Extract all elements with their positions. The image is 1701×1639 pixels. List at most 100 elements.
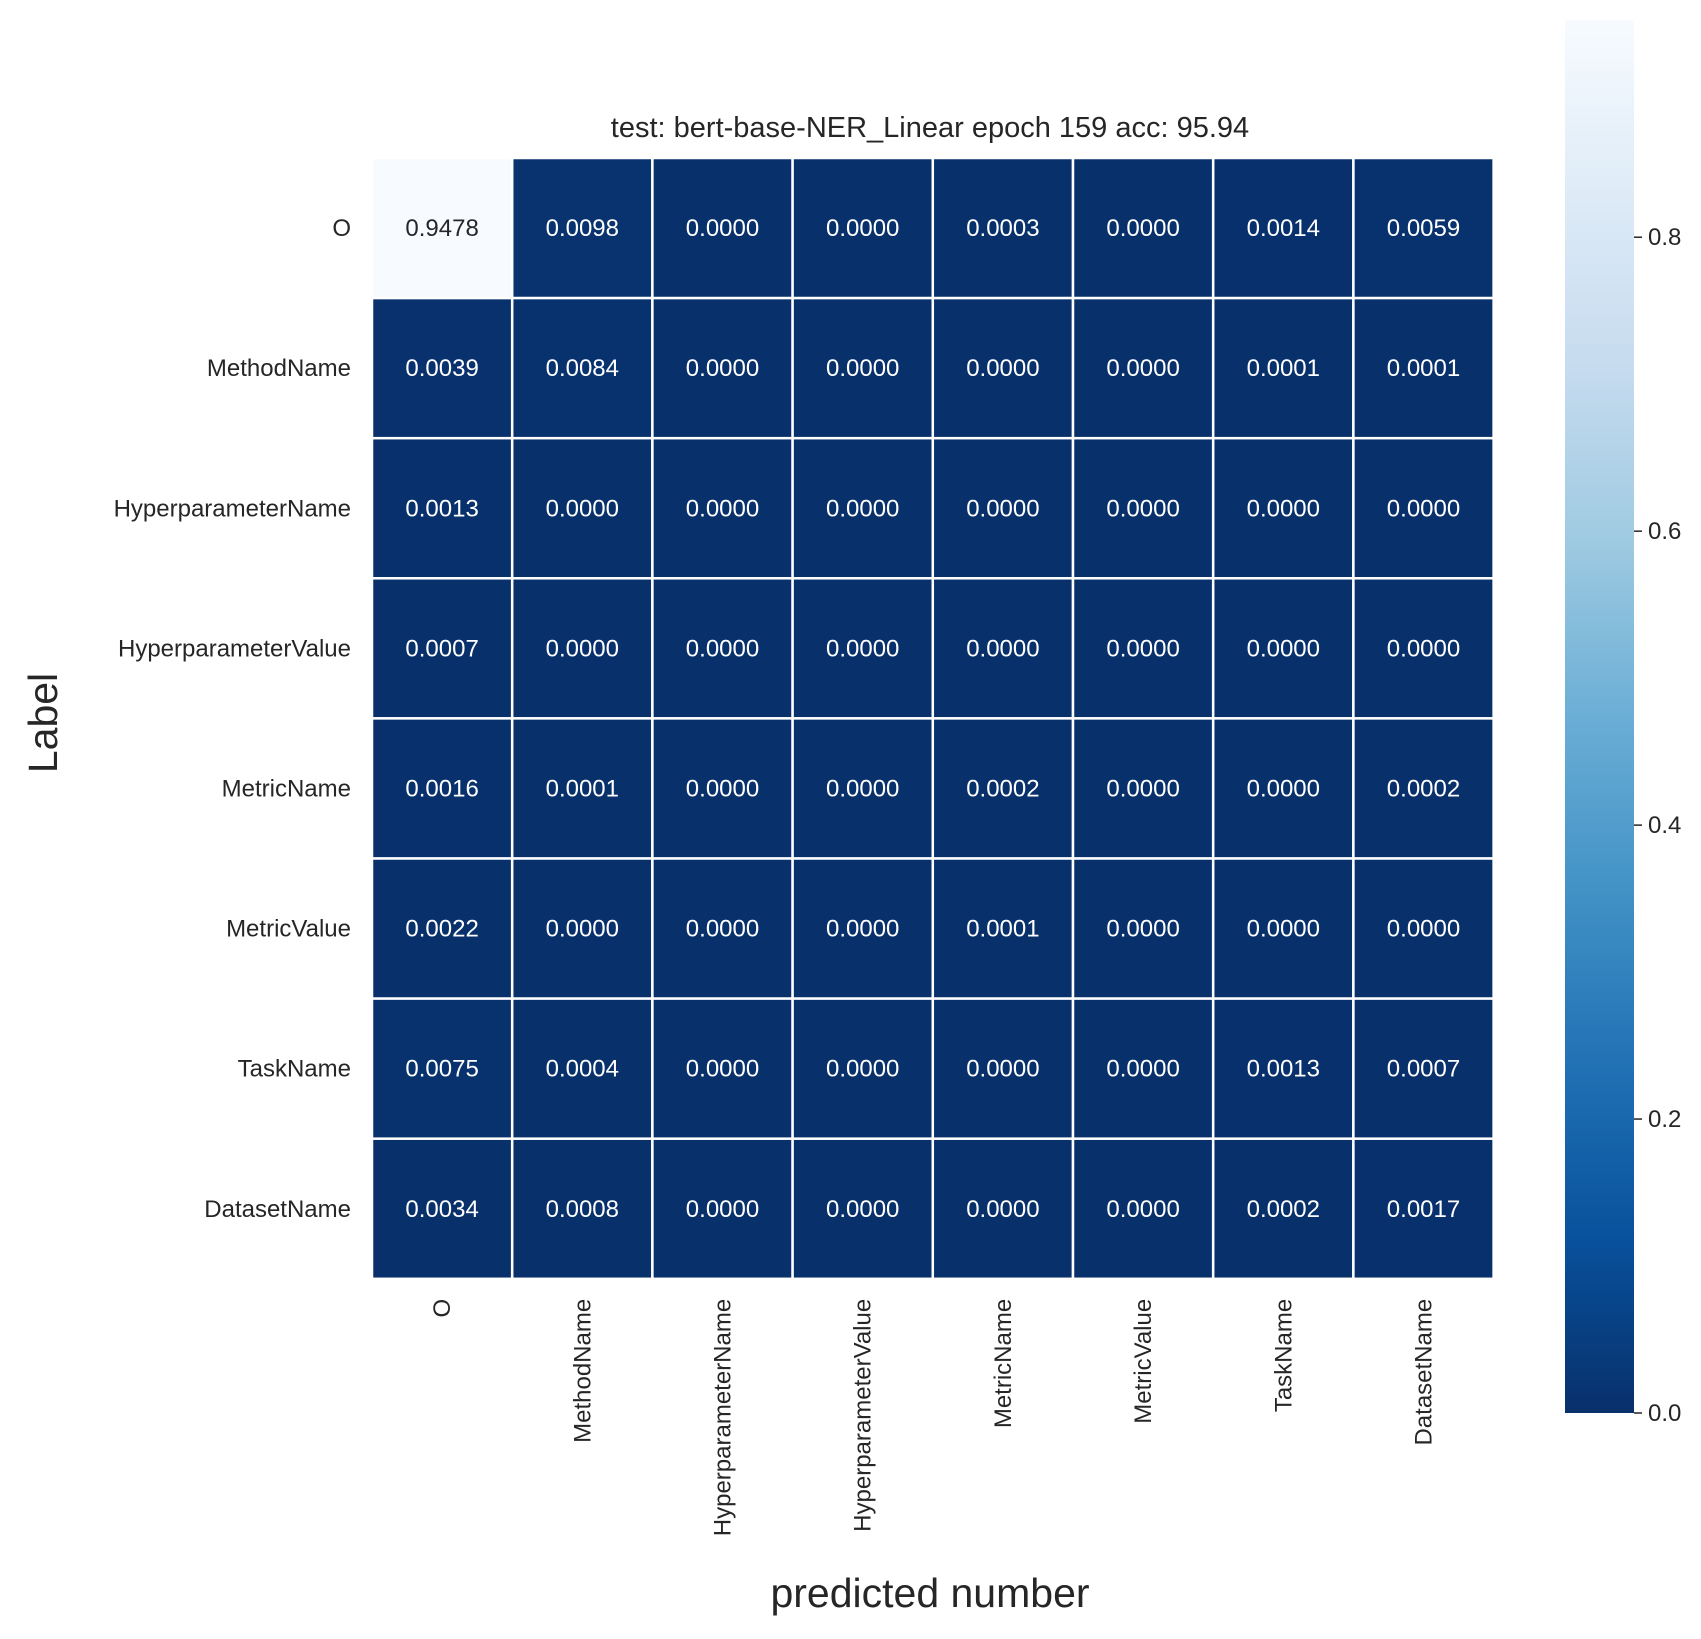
- heatmap-cell: [1211, 577, 1355, 720]
- heatmap-cell: [1352, 296, 1495, 440]
- cell-value-label: 0.0017: [1387, 1196, 1460, 1223]
- cell-value-label: 0.0002: [966, 775, 1039, 802]
- heatmap-cell: [931, 436, 1075, 580]
- heatmap-cell: [791, 717, 935, 860]
- cell-value-label: 0.0000: [1106, 916, 1179, 943]
- cell-value-label: 0.0000: [826, 1196, 899, 1223]
- heatmap-cell: [510, 296, 654, 440]
- heatmap-cell: [931, 1137, 1075, 1281]
- y-tick-label: MetricName: [222, 775, 351, 802]
- heatmap-cell: [1211, 717, 1355, 860]
- cell-value-label: 0.0000: [546, 916, 619, 943]
- heatmap-cells: 0.9478 0.0098 0.0000 0.0000 0.0003 0.0000 0.00…: [370, 156, 1495, 1281]
- x-tick-labels: O MethodName HyperparameterName Hyperparame…: [429, 1299, 1437, 1536]
- heatmap-cell: [510, 156, 654, 300]
- heatmap-cell: [931, 997, 1075, 1140]
- heatmap-cell: [510, 436, 654, 580]
- cell-value-label: 0.0000: [1247, 635, 1320, 662]
- cell-value-label: 0.0000: [826, 916, 899, 943]
- y-tick-label: MethodName: [207, 355, 351, 382]
- colorbar-tick-label: 0.2: [1648, 1106, 1681, 1133]
- heatmap-cell: [1352, 436, 1495, 580]
- cell-value-label: 0.0000: [826, 635, 899, 662]
- heatmap-cell: [651, 857, 794, 1000]
- heatmap-cell: [791, 1137, 935, 1281]
- colorbar-tick-label: 0.6: [1648, 518, 1681, 545]
- cell-value-label: 0.0016: [405, 775, 478, 802]
- cell-value-label: 0.0000: [826, 495, 899, 522]
- cell-value-label: 0.0001: [966, 916, 1039, 943]
- heatmap-cell: [1211, 997, 1355, 1140]
- heatmap-cell: [1071, 857, 1215, 1000]
- cell-value-label: 0.0000: [1387, 635, 1460, 662]
- heatmap-cell: [651, 156, 794, 300]
- cell-value-label: 0.0000: [1106, 355, 1179, 382]
- x-tick-label: HyperparameterName: [710, 1299, 737, 1536]
- heatmap-cell: [370, 997, 514, 1140]
- cell-value-label: 0.0000: [966, 1056, 1039, 1083]
- cell-value-label: 0.0007: [405, 635, 478, 662]
- heatmap-cell: [1071, 156, 1215, 300]
- heatmap-cell: [370, 436, 514, 580]
- y-tick-label: HyperparameterName: [114, 495, 351, 522]
- heatmap-cell: [1071, 296, 1215, 440]
- x-tick-label: O: [429, 1299, 456, 1318]
- cell-value-label: 0.0000: [966, 495, 1039, 522]
- cell-value-label: 0.0007: [1387, 1056, 1460, 1083]
- cell-value-label: 0.0000: [1247, 775, 1320, 802]
- cell-value-label: 0.0022: [405, 916, 478, 943]
- heatmap-cell: [931, 577, 1075, 720]
- heatmap-cell: [1211, 436, 1355, 580]
- cell-value-label: 0.0000: [1106, 775, 1179, 802]
- heatmap-cell: [1211, 857, 1355, 1000]
- cell-value-label: 0.0098: [546, 215, 619, 242]
- chart-title: test: bert-base-NER_Linear epoch 159 acc…: [611, 112, 1249, 144]
- y-axis-label: Label: [20, 673, 66, 773]
- cell-value-label: 0.0000: [1387, 916, 1460, 943]
- cell-value-label: 0.0001: [1247, 355, 1320, 382]
- cell-value-label: 0.0002: [1247, 1196, 1320, 1223]
- cell-value-label: 0.0000: [686, 775, 759, 802]
- heatmap-cell: [1071, 1137, 1215, 1281]
- y-tick-label: HyperparameterValue: [118, 635, 351, 662]
- cell-value-label: 0.0013: [1247, 1056, 1320, 1083]
- x-tick-label: MethodName: [569, 1299, 596, 1443]
- cell-value-label: 0.0003: [966, 215, 1039, 242]
- colorbar-tick-label: 0.8: [1648, 224, 1681, 251]
- heatmap-cell: [791, 436, 935, 580]
- cell-value-label: 0.0014: [1247, 215, 1320, 242]
- heatmap-cell: [1352, 156, 1495, 300]
- cell-value-label: 0.0059: [1387, 215, 1460, 242]
- cell-value-label: 0.0000: [1106, 1196, 1179, 1223]
- x-tick-label: MetricValue: [1130, 1299, 1157, 1424]
- heatmap-cell: [791, 296, 935, 440]
- heatmap-cell: [651, 997, 794, 1140]
- heatmap-cell: [1352, 1137, 1495, 1281]
- cell-value-label: 0.0000: [686, 635, 759, 662]
- cell-value-label: 0.0000: [686, 916, 759, 943]
- heatmap-cell: [651, 577, 794, 720]
- heatmap-cell: [651, 1137, 794, 1281]
- colorbar-gradient: [1565, 20, 1634, 1413]
- heatmap-cell: [1352, 997, 1495, 1140]
- heatmap-cell: [931, 717, 1075, 860]
- cell-value-label: 0.0084: [546, 355, 619, 382]
- y-tick-label: MetricValue: [226, 916, 351, 943]
- x-tick-label: TaskName: [1270, 1299, 1297, 1412]
- cell-value-label: 0.0000: [1106, 635, 1179, 662]
- colorbar: 0.0 0.2 0.4 0.6 0.8: [1565, 20, 1681, 1427]
- heatmap-cell: [791, 577, 935, 720]
- cell-value-label: 0.0075: [405, 1056, 478, 1083]
- cell-value-label: 0.0000: [1106, 1056, 1179, 1083]
- heatmap-cell: [510, 857, 654, 1000]
- x-axis-label: predicted number: [770, 1570, 1089, 1616]
- heatmap-cell: [1071, 997, 1215, 1140]
- cell-value-label: 0.0000: [546, 635, 619, 662]
- cell-value-label: 0.0000: [966, 1196, 1039, 1223]
- heatmap-cell: [1352, 717, 1495, 860]
- cell-value-label: 0.0000: [686, 495, 759, 522]
- cell-value-label: 0.0000: [546, 495, 619, 522]
- cell-value-label: 0.0000: [686, 1196, 759, 1223]
- heatmap-cell: [370, 156, 514, 300]
